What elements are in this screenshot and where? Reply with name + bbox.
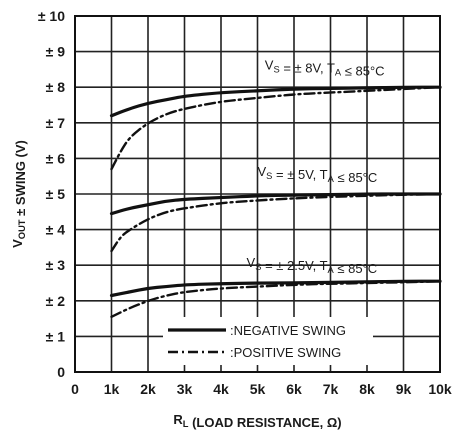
plot-frame <box>74 15 441 373</box>
annotation-label: VS = ± 8V, TA ≤ 85°C <box>265 57 385 78</box>
legend-label: :POSITIVE SWING <box>230 345 341 360</box>
x-tick-label: 5k <box>250 381 266 397</box>
x-tick-label: 2k <box>140 381 156 397</box>
axis-titles: RL (LOAD RESISTANCE, Ω)VOUT ± SWING (V) <box>10 140 342 430</box>
legend-label: :NEGATIVE SWING <box>230 323 346 338</box>
text-part: T <box>327 60 335 75</box>
x-tick-label: 6k <box>286 381 302 397</box>
x-tick-label: 8k <box>359 381 375 397</box>
text-part: ≤ 85°C <box>334 170 377 185</box>
x-tick-label: 0 <box>71 381 79 397</box>
subscript: L <box>183 419 189 429</box>
x-tick-label: 3k <box>177 381 193 397</box>
subscript: S <box>255 262 261 272</box>
x-tick-label: 4k <box>213 381 229 397</box>
x-tick-label: 10k <box>428 381 452 397</box>
subscript: S <box>266 171 272 181</box>
x-axis-title: RL (LOAD RESISTANCE, Ω) <box>173 412 341 430</box>
tick-labels: 0 1k 2k 3k 4k 5k 6k 7k 8k 9k 10k 0 ± 1 ± 2 ± 3 ± 4 ± 5 ± … <box>38 8 452 397</box>
y-tick-label: 0 <box>57 364 65 380</box>
text-part: T <box>320 258 328 273</box>
y-tick-label: ± 1 <box>46 328 66 344</box>
y-tick-label: ± 3 <box>46 257 66 273</box>
series-line-solid-2 <box>109 192 442 216</box>
subscript: A <box>328 265 335 275</box>
text-part: V <box>247 255 256 270</box>
text-part: V <box>10 239 25 248</box>
series-line-solid-4 <box>109 279 442 298</box>
text-part: V <box>265 57 274 72</box>
series-line-dash-dot-3 <box>110 192 442 253</box>
y-axis-title: VOUT ± SWING (V) <box>10 140 28 248</box>
y-tick-label: ± 7 <box>46 115 66 131</box>
annotation-label: VS = ± 5V, TA ≤ 85°C <box>258 164 378 185</box>
annotations: VS = ± 8V, TA ≤ 85°CVS = ± 5V, TA ≤ 85°C… <box>247 57 385 276</box>
subscript: OUT <box>17 219 27 239</box>
subscript: A <box>335 67 342 77</box>
series-line-dash-dot-1 <box>110 86 442 171</box>
text-part: ≤ 85°C <box>334 261 377 276</box>
legend-box <box>163 317 373 365</box>
subscript: A <box>328 174 335 184</box>
x-tick-label: 7k <box>323 381 339 397</box>
text-part: V <box>258 164 267 179</box>
y-tick-label: ± 10 <box>38 8 65 24</box>
y-tick-label: ± 8 <box>46 79 66 95</box>
text-part: = ± 8V, <box>280 60 327 75</box>
x-tick-label: 1k <box>104 381 120 397</box>
text-part: = ± 2.5V, <box>261 258 319 273</box>
y-tick-label: ± 4 <box>46 222 66 238</box>
x-tick-label: 9k <box>396 381 412 397</box>
text-part: = ± 5V, <box>272 167 319 182</box>
text-part: R <box>173 412 183 427</box>
series-line-solid-0 <box>109 85 442 118</box>
text-part: ≤ 85°C <box>341 63 384 78</box>
text-part: (LOAD RESISTANCE, Ω) <box>188 415 341 430</box>
series-line-dash-dot-5 <box>110 280 442 318</box>
annotation-label: VS = ± 2.5V, TA ≤ 85°C <box>247 255 378 276</box>
y-tick-label: ± 9 <box>46 44 66 60</box>
legend: :NEGATIVE SWING :POSITIVE SWING <box>163 317 373 365</box>
y-tick-label: ± 5 <box>46 186 66 202</box>
text-part: T <box>320 167 328 182</box>
subscript: S <box>273 64 279 74</box>
y-tick-label: ± 2 <box>46 293 66 309</box>
y-tick-label: ± 6 <box>46 150 66 166</box>
text-part: ± SWING (V) <box>13 140 28 219</box>
series-group <box>109 85 442 318</box>
